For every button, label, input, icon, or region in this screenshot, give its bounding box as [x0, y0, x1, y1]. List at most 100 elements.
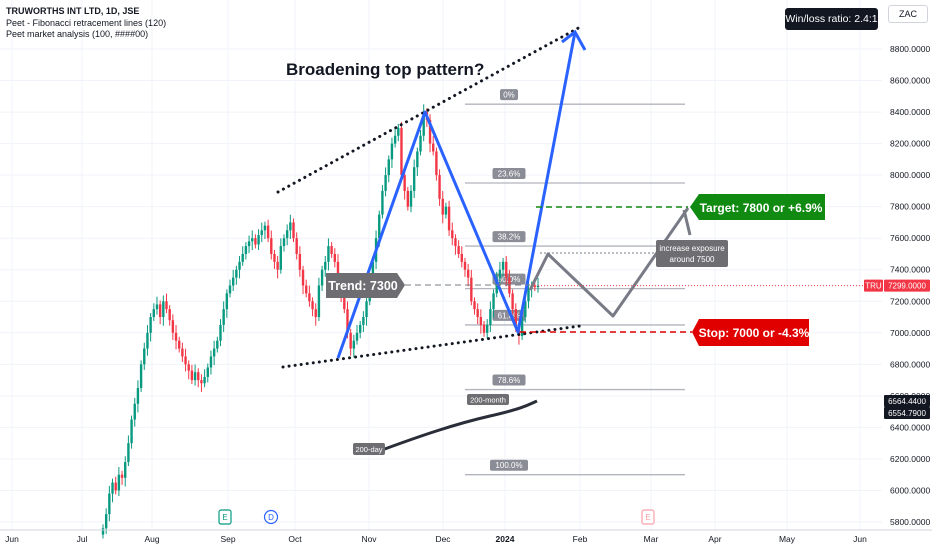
candle-body — [244, 246, 248, 254]
increase-exposure-line2: around 7500 — [670, 255, 715, 264]
candle-body — [114, 482, 117, 491]
fib-label: 0% — [503, 91, 515, 100]
chart-labels: TRU 7299.0000 6564.4400 6554.7900 Trend: 730… — [218, 194, 930, 525]
stop-label-box[interactable] — [692, 319, 809, 346]
candle-body — [454, 238, 457, 247]
candle-body — [311, 301, 314, 310]
candle-body — [181, 348, 184, 357]
x-tick-label: Apr — [708, 534, 721, 544]
candle-body — [257, 235, 260, 245]
y-tick-label: 6200.0000 — [890, 454, 930, 464]
y-tick-label: 8600.0000 — [890, 76, 930, 86]
candle-body — [520, 317, 524, 336]
earnings-event-icon[interactable] — [641, 509, 655, 525]
fib-label: 23.6% — [498, 170, 521, 179]
candle-body — [235, 269, 238, 278]
y-tick-label: 6400.0000 — [890, 422, 930, 432]
candle-body — [301, 269, 305, 286]
candle-body — [444, 206, 448, 215]
candle-body — [403, 175, 406, 191]
candle-body — [473, 301, 476, 310]
ma-price-tag — [884, 407, 930, 419]
candle-body — [111, 482, 114, 494]
dividend-event-icon[interactable] — [263, 509, 279, 525]
y-tick-label: 8400.0000 — [890, 107, 930, 117]
candle-body — [124, 462, 127, 478]
ma-price-tag — [884, 395, 930, 407]
candle-body — [279, 246, 283, 270]
candle-body — [251, 238, 254, 242]
earnings-event-icon[interactable] — [218, 509, 232, 525]
indicator-fibonacci[interactable]: Peet - Fibonacci retracement lines (120) — [6, 17, 167, 28]
trend-label: Trend: 7300 — [328, 279, 398, 293]
y-tick-label: 6600.0000 — [890, 391, 930, 401]
candle-body — [247, 241, 251, 247]
candle-body — [292, 222, 295, 239]
candle-body — [378, 214, 381, 239]
candle-body — [295, 238, 298, 254]
candle-body — [130, 419, 133, 444]
candle-body — [314, 309, 317, 318]
candle-body — [270, 238, 273, 254]
x-tick-label: Jun — [853, 534, 867, 544]
candle-body — [527, 288, 530, 302]
candle-body — [476, 309, 479, 318]
ma-200-month-label: 200-month — [470, 396, 506, 405]
fib-label-box — [492, 374, 526, 386]
lower-trendline[interactable] — [281, 324, 582, 369]
increase-exposure-box[interactable] — [656, 240, 728, 267]
candle-body — [146, 332, 149, 349]
candle-body — [222, 309, 225, 325]
x-tick-label: Jun — [5, 534, 19, 544]
fib-label: 38.2% — [498, 233, 521, 242]
scenario-path[interactable] — [528, 207, 690, 318]
candle-body — [489, 309, 492, 325]
fib-label-box — [500, 89, 518, 101]
candle-body — [406, 190, 410, 207]
candle-body — [219, 324, 222, 341]
x-tick-label: 2024 — [496, 534, 515, 544]
candle-body — [187, 364, 190, 371]
trend-label-box[interactable] — [326, 273, 405, 298]
candle-body — [266, 225, 270, 239]
candle-body — [260, 230, 263, 236]
candle-body — [336, 261, 340, 278]
ma-200-day-curve[interactable] — [381, 399, 538, 452]
candle-body — [511, 293, 514, 310]
x-tick-label: Jul — [77, 534, 88, 544]
currency-button[interactable]: ZAC — [888, 5, 928, 23]
x-tick-label: Feb — [573, 534, 588, 544]
last-price-label: 7299.0000 — [888, 282, 926, 291]
candle-body — [104, 514, 108, 529]
candle-body — [524, 301, 527, 318]
candle-body — [438, 175, 441, 199]
fib-label: 78.6% — [498, 376, 521, 385]
candle-body — [133, 403, 136, 420]
symbol-line[interactable]: TRUWORTHS INT LTD, 1D, JSE — [6, 6, 140, 16]
ticker-label: TRU — [865, 282, 882, 291]
candle-body — [152, 309, 156, 318]
candle-body — [276, 261, 279, 270]
candle-body — [365, 301, 368, 318]
candle-body — [498, 269, 502, 278]
indicator-market-analysis[interactable]: Peet market analysis (100, ####00) — [6, 29, 149, 39]
candle-body — [305, 285, 308, 294]
chart-grid — [0, 0, 882, 530]
candle-body — [238, 261, 241, 270]
candle-body — [165, 301, 168, 310]
candle-body — [136, 387, 140, 404]
candle-body — [178, 340, 181, 349]
candle-body — [447, 206, 451, 231]
target-label-box[interactable] — [690, 194, 825, 220]
y-tick-label: 7600.0000 — [890, 233, 930, 243]
pattern-title: Broadening top pattern? — [286, 60, 485, 79]
price-path-projection[interactable] — [336, 31, 577, 359]
candle-body — [108, 493, 111, 515]
event-marker-label: E — [645, 513, 650, 522]
y-tick-label: 7800.0000 — [890, 202, 930, 212]
candle-body — [412, 167, 416, 191]
candle-body — [536, 285, 540, 288]
y-tick-label: 8200.0000 — [890, 139, 930, 149]
x-tick-label: Oct — [288, 534, 302, 544]
